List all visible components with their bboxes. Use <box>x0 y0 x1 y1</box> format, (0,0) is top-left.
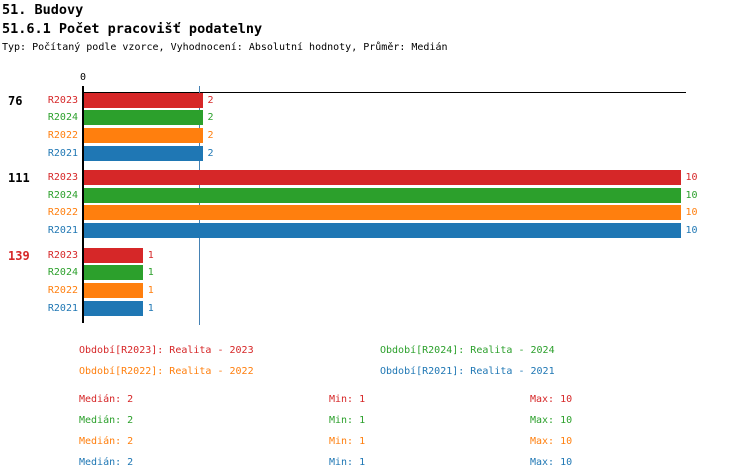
bar-value-label-R2022: 10 <box>685 207 698 219</box>
stat-min-R2022: Min: 1 <box>329 436 366 447</box>
bar-value-label-R2023: 1 <box>147 249 154 261</box>
stat-median-R2022: Medián: 2 <box>79 436 134 447</box>
legend-item-R2023: Období[R2023]: Realita - 2023 <box>79 345 254 356</box>
bar-value-label-R2021: 2 <box>207 147 214 159</box>
stat-max-R2023: Max: 10 <box>530 394 573 405</box>
bar-row-label-R2024: R2024 <box>47 267 78 279</box>
bar-row-label-R2023: R2023 <box>47 172 78 183</box>
stat-median-R2023: Medián: 2 <box>79 394 134 405</box>
stat-min-R2021: Min: 1 <box>329 457 366 468</box>
y-axis-line <box>82 86 84 323</box>
bar-R2023 <box>84 170 681 185</box>
legend-item-R2022: Období[R2022]: Realita - 2022 <box>79 366 254 377</box>
bar-row-label-R2023: R2023 <box>47 249 78 261</box>
bar-R2021 <box>84 300 143 316</box>
stat-min-R2024: Min: 1 <box>329 415 366 426</box>
bar-R2024 <box>84 110 203 126</box>
bar-value-label-R2022: 2 <box>207 129 214 141</box>
legend-item-R2021: Období[R2021]: Realita - 2021 <box>380 366 555 377</box>
bar-R2021 <box>84 145 203 161</box>
chart-meta: Typ: Počítaný podle vzorce, Vyhodnocení:… <box>2 42 448 53</box>
group-label: 139 <box>8 248 30 263</box>
bar-R2021 <box>84 223 681 239</box>
group-label: 111 <box>8 171 30 185</box>
stat-median-R2024: Medián: 2 <box>79 415 134 426</box>
bar-row-label-R2022: R2022 <box>47 207 78 219</box>
bar-value-label-R2022: 1 <box>147 284 154 296</box>
bar-R2023 <box>84 247 143 263</box>
bar-value-label-R2023: 10 <box>685 172 698 183</box>
bar-row-label-R2024: R2024 <box>47 189 78 201</box>
bar-row-label-R2021: R2021 <box>47 225 78 237</box>
bar-R2022 <box>84 127 203 143</box>
bar-value-label-R2023: 2 <box>207 94 214 106</box>
x-axis-line <box>82 92 686 93</box>
bar-value-label-R2021: 1 <box>147 302 154 314</box>
bar-R2022 <box>84 282 143 298</box>
bar-value-label-R2024: 1 <box>147 267 154 279</box>
page-title: 51. Budovy <box>2 2 84 18</box>
group-label: 76 <box>8 93 23 108</box>
chart-title: 51.6.1 Počet pracovišť podatelny <box>2 21 263 37</box>
bar-row-label-R2021: R2021 <box>47 147 78 159</box>
stat-max-R2024: Max: 10 <box>530 415 573 426</box>
bar-row-label-R2022: R2022 <box>47 129 78 141</box>
bar-R2022 <box>84 205 681 221</box>
stat-max-R2022: Max: 10 <box>530 436 573 447</box>
bar-row-label-R2023: R2023 <box>47 94 78 106</box>
stat-max-R2021: Max: 10 <box>530 457 573 468</box>
bar-R2024 <box>84 265 143 281</box>
legend-item-R2024: Období[R2024]: Realita - 2024 <box>380 345 555 356</box>
bar-R2023 <box>84 92 203 108</box>
stat-min-R2023: Min: 1 <box>329 394 366 405</box>
bar-row-label-R2022: R2022 <box>47 284 78 296</box>
stat-median-R2021: Medián: 2 <box>79 457 134 468</box>
bar-value-label-R2024: 10 <box>685 189 698 201</box>
bar-value-label-R2021: 10 <box>685 225 698 237</box>
bar-value-label-R2024: 2 <box>207 112 214 124</box>
bar-row-label-R2024: R2024 <box>47 112 78 124</box>
x-axis-tick-label: 0 <box>79 72 87 83</box>
bar-R2024 <box>84 187 681 203</box>
bar-row-label-R2021: R2021 <box>47 302 78 314</box>
